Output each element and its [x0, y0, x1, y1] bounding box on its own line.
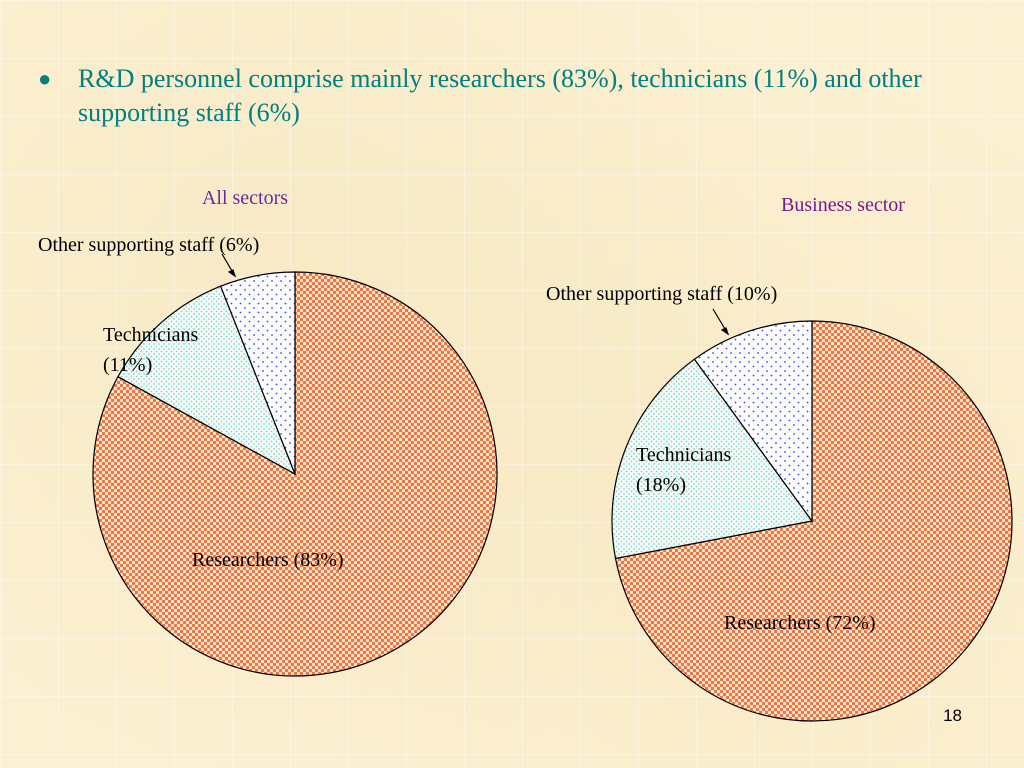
pie-business-sector: Business sector Other supporting staff (… [546, 194, 1013, 722]
bullet-icon: ● [38, 66, 52, 91]
label-business-researchers: Researchers (72%) [724, 612, 876, 634]
pie-business-slices [611, 320, 1013, 722]
page-number: 18 [943, 706, 962, 725]
pie-slice-researchers [614, 320, 1013, 722]
label-all-researchers: Researchers (83%) [192, 549, 344, 571]
pie-all-sectors: All sectors Other supporting staff (6%) … [38, 187, 498, 677]
bullet-point: ● R&D personnel comprise mainly research… [38, 62, 998, 130]
pie-slice-technicians [611, 358, 814, 560]
label-all-technicians-pct: (11%) [103, 354, 152, 376]
leader-arrow-business-other [720, 327, 730, 336]
title-business-sector: Business sector [781, 194, 905, 216]
leader-arrow-all-other [227, 269, 237, 278]
label-all-technicians: Technicians [103, 324, 198, 346]
label-business-other: Other supporting staff (10%) [546, 283, 777, 305]
bullet-text: R&D personnel comprise mainly researcher… [78, 64, 922, 127]
title-all-sectors: All sectors [202, 187, 288, 209]
pie-slice-other-supporting-staff [693, 320, 813, 523]
pie-slice-other-supporting-staff [219, 271, 296, 475]
pie-slice-technicians [117, 285, 297, 476]
label-business-technicians: Technicians [636, 444, 731, 466]
label-business-technicians-pct: (18%) [636, 474, 686, 496]
pie-all-slices [92, 271, 498, 677]
label-all-other: Other supporting staff (6%) [38, 234, 259, 256]
